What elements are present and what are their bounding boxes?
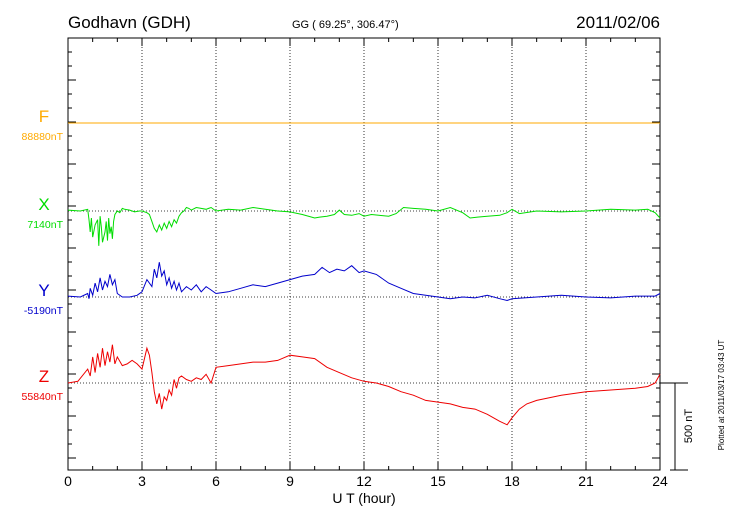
x-tick-label: 3: [138, 473, 146, 489]
x-tick-label: 24: [652, 473, 668, 489]
x-tick-label: 0: [64, 473, 72, 489]
series-labels: F 88880nT X 7140nT Y -5190nT Z 55840nT: [22, 107, 64, 403]
station-title: Godhavn (GDH): [68, 13, 191, 32]
x-tick-label: 9: [286, 473, 294, 489]
scale-bar: 500 nT: [660, 382, 695, 471]
station-coords: GG ( 69.25°, 306.47°): [292, 19, 399, 31]
vertical-gridlines: [141, 38, 587, 470]
series-name-x: X: [38, 195, 49, 214]
x-axis-label: U T (hour): [332, 490, 395, 506]
series-baseline-label-x: 7140nT: [27, 219, 63, 231]
series-baseline-label-z: 55840nT: [22, 391, 64, 403]
scale-bar-label: 500 nT: [683, 409, 695, 444]
series-baseline-label-y: -5190nT: [24, 305, 64, 317]
series-baseline-label-f: 88880nT: [22, 131, 64, 143]
series-name-y: Y: [38, 281, 49, 300]
x-tick-label: 21: [578, 473, 594, 489]
axis-ticks: [67, 38, 661, 470]
x-tick-label: 12: [356, 473, 372, 489]
plotted-timestamp: Plotted at 2011/03/17 03:43 UT: [717, 340, 726, 451]
plot-date: 2011/02/06: [576, 13, 660, 32]
series-lines: [67, 122, 661, 426]
series-line-x: [67, 206, 661, 246]
x-tick-label: 18: [504, 473, 520, 489]
series-line-z: [67, 344, 661, 426]
series-name-z: Z: [39, 367, 49, 386]
x-tick-label: 6: [212, 473, 220, 489]
series-name-f: F: [39, 107, 49, 126]
x-tick-labels: 0 3 6 9 12 15 18 21 24: [64, 473, 668, 489]
series-line-y: [67, 262, 661, 302]
x-tick-label: 15: [430, 473, 446, 489]
